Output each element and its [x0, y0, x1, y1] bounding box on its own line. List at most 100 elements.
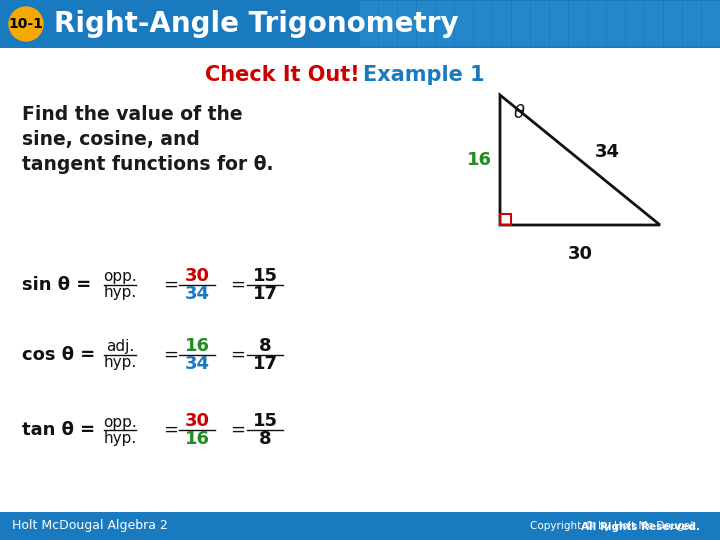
FancyBboxPatch shape	[455, 37, 472, 44]
FancyBboxPatch shape	[474, 10, 491, 17]
Text: 8: 8	[258, 430, 271, 448]
Text: Holt McDougal Algebra 2: Holt McDougal Algebra 2	[12, 519, 168, 532]
FancyBboxPatch shape	[493, 28, 510, 36]
FancyBboxPatch shape	[398, 19, 415, 26]
FancyBboxPatch shape	[607, 28, 624, 36]
FancyBboxPatch shape	[702, 19, 719, 26]
FancyBboxPatch shape	[417, 28, 434, 36]
FancyBboxPatch shape	[588, 37, 605, 44]
FancyBboxPatch shape	[645, 19, 662, 26]
FancyBboxPatch shape	[379, 37, 396, 44]
FancyBboxPatch shape	[702, 37, 719, 44]
FancyBboxPatch shape	[512, 19, 529, 26]
FancyBboxPatch shape	[550, 28, 567, 36]
FancyBboxPatch shape	[474, 19, 491, 26]
FancyBboxPatch shape	[512, 28, 529, 36]
FancyBboxPatch shape	[588, 28, 605, 36]
FancyBboxPatch shape	[664, 19, 681, 26]
Text: 34: 34	[184, 285, 210, 303]
Text: =: =	[230, 421, 245, 439]
FancyBboxPatch shape	[702, 1, 719, 9]
FancyBboxPatch shape	[626, 37, 643, 44]
FancyBboxPatch shape	[645, 10, 662, 17]
FancyBboxPatch shape	[550, 19, 567, 26]
Text: Copyright © by Holt Mc Dougal.: Copyright © by Holt Mc Dougal.	[530, 521, 700, 531]
Text: hyp.: hyp.	[104, 286, 137, 300]
FancyBboxPatch shape	[569, 28, 586, 36]
FancyBboxPatch shape	[683, 19, 700, 26]
Text: 30: 30	[567, 245, 593, 263]
FancyBboxPatch shape	[626, 19, 643, 26]
FancyBboxPatch shape	[550, 37, 567, 44]
Text: sin θ =: sin θ =	[22, 276, 91, 294]
FancyBboxPatch shape	[379, 19, 396, 26]
Text: hyp.: hyp.	[104, 430, 137, 445]
FancyBboxPatch shape	[436, 10, 453, 17]
FancyBboxPatch shape	[626, 1, 643, 9]
FancyBboxPatch shape	[379, 28, 396, 36]
Text: cos θ =: cos θ =	[22, 346, 95, 364]
FancyBboxPatch shape	[474, 28, 491, 36]
Text: =: =	[163, 421, 178, 439]
FancyBboxPatch shape	[645, 28, 662, 36]
FancyBboxPatch shape	[683, 37, 700, 44]
FancyBboxPatch shape	[702, 10, 719, 17]
Text: Right-Angle Trigonometry: Right-Angle Trigonometry	[54, 10, 459, 38]
FancyBboxPatch shape	[531, 37, 548, 44]
FancyBboxPatch shape	[436, 1, 453, 9]
FancyBboxPatch shape	[493, 10, 510, 17]
FancyBboxPatch shape	[550, 10, 567, 17]
FancyBboxPatch shape	[417, 10, 434, 17]
FancyBboxPatch shape	[474, 37, 491, 44]
FancyBboxPatch shape	[455, 28, 472, 36]
Text: =: =	[163, 346, 178, 364]
FancyBboxPatch shape	[683, 10, 700, 17]
FancyBboxPatch shape	[398, 28, 415, 36]
FancyBboxPatch shape	[569, 37, 586, 44]
FancyBboxPatch shape	[645, 37, 662, 44]
Text: 15: 15	[253, 267, 277, 285]
FancyBboxPatch shape	[474, 1, 491, 9]
Text: 34: 34	[595, 143, 620, 161]
Text: 34: 34	[184, 355, 210, 373]
FancyBboxPatch shape	[512, 1, 529, 9]
FancyBboxPatch shape	[550, 1, 567, 9]
FancyBboxPatch shape	[569, 19, 586, 26]
Text: tangent functions for θ.: tangent functions for θ.	[22, 156, 274, 174]
FancyBboxPatch shape	[607, 37, 624, 44]
Text: sine, cosine, and: sine, cosine, and	[22, 131, 200, 150]
FancyBboxPatch shape	[664, 1, 681, 9]
Text: 17: 17	[253, 355, 277, 373]
FancyBboxPatch shape	[436, 28, 453, 36]
FancyBboxPatch shape	[455, 1, 472, 9]
FancyBboxPatch shape	[436, 19, 453, 26]
FancyBboxPatch shape	[360, 28, 377, 36]
Text: All Rights Reserved.: All Rights Reserved.	[581, 522, 700, 531]
Text: 16: 16	[467, 151, 492, 169]
FancyBboxPatch shape	[493, 19, 510, 26]
Text: hyp.: hyp.	[104, 355, 137, 370]
FancyBboxPatch shape	[512, 37, 529, 44]
FancyBboxPatch shape	[398, 1, 415, 9]
Text: opp.: opp.	[103, 415, 137, 429]
FancyBboxPatch shape	[607, 19, 624, 26]
FancyBboxPatch shape	[417, 1, 434, 9]
Text: adj.: adj.	[106, 340, 134, 354]
FancyBboxPatch shape	[493, 1, 510, 9]
FancyBboxPatch shape	[379, 1, 396, 9]
Text: 30: 30	[184, 267, 210, 285]
FancyBboxPatch shape	[626, 10, 643, 17]
Text: θ: θ	[514, 104, 525, 122]
FancyBboxPatch shape	[569, 10, 586, 17]
Text: Check It Out!: Check It Out!	[205, 65, 360, 85]
Text: =: =	[230, 276, 245, 294]
FancyBboxPatch shape	[417, 37, 434, 44]
Text: =: =	[230, 346, 245, 364]
FancyBboxPatch shape	[683, 1, 700, 9]
Circle shape	[9, 7, 43, 41]
FancyBboxPatch shape	[683, 28, 700, 36]
FancyBboxPatch shape	[398, 37, 415, 44]
Text: 30: 30	[184, 412, 210, 430]
FancyBboxPatch shape	[417, 19, 434, 26]
FancyBboxPatch shape	[398, 10, 415, 17]
